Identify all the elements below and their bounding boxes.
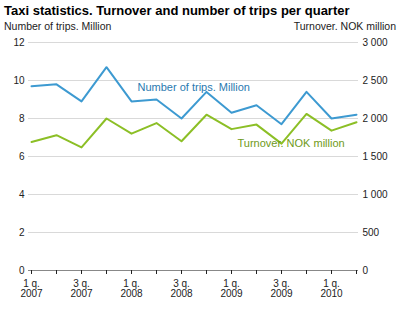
svg-text:3 000: 3 000 — [363, 37, 388, 48]
svg-text:2 500: 2 500 — [363, 75, 388, 86]
svg-text:0: 0 — [363, 265, 369, 276]
svg-text:1 q.2010: 1 q.2010 — [320, 278, 343, 299]
svg-text:0: 0 — [19, 265, 25, 276]
svg-text:Turnover. NOK million: Turnover. NOK million — [238, 137, 345, 149]
html-text:Taxi statistics. Turnover and: Taxi statistics. Turnover and number of … — [4, 3, 350, 18]
svg-text:3 q.2007: 3 q.2007 — [70, 278, 93, 299]
svg-text:1 500: 1 500 — [363, 151, 388, 162]
svg-text:2 000: 2 000 — [363, 113, 388, 124]
svg-text:10: 10 — [13, 75, 25, 86]
svg-text:2: 2 — [19, 227, 25, 238]
svg-text:1 q.2008: 1 q.2008 — [120, 278, 143, 299]
html-text:Number of trips. Million: Number of trips. Million — [4, 20, 112, 32]
svg-text:3 q.2008: 3 q.2008 — [170, 278, 193, 299]
html-text:Turnover. NOK million: Turnover. NOK million — [293, 20, 396, 32]
svg-text:6: 6 — [19, 151, 25, 162]
svg-text:1 q.2007: 1 q.2007 — [20, 278, 43, 299]
svg-text:Number of trips. Million: Number of trips. Million — [138, 81, 250, 93]
svg-text:4: 4 — [19, 189, 25, 200]
svg-text:1 q.2009: 1 q.2009 — [220, 278, 243, 299]
svg-text:8: 8 — [19, 113, 25, 124]
svg-text:1 000: 1 000 — [363, 189, 388, 200]
svg-text:500: 500 — [363, 227, 380, 238]
svg-text:3 q.2009: 3 q.2009 — [270, 278, 293, 299]
svg-text:12: 12 — [13, 37, 25, 48]
